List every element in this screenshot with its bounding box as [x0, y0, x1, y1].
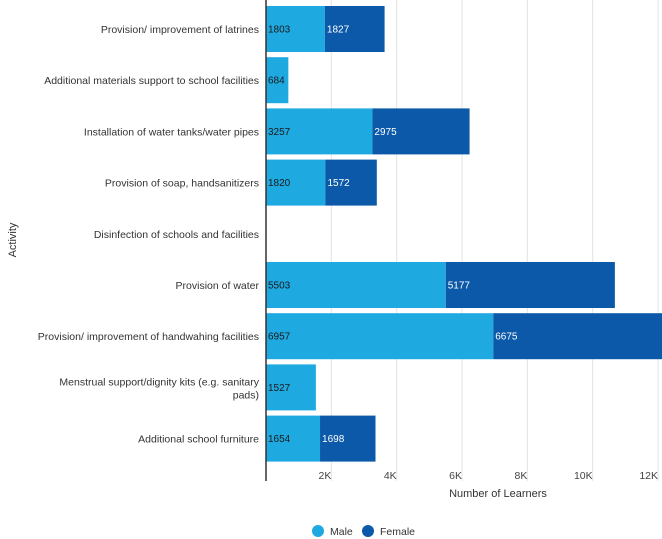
bar-value-label: 6675 — [495, 332, 518, 343]
bar-female — [493, 313, 662, 360]
bar-value-label: 5177 — [448, 281, 471, 292]
bar-male — [266, 313, 494, 360]
legend: Male Female — [312, 525, 415, 538]
bar-male — [266, 159, 326, 206]
bar-male — [266, 364, 316, 411]
x-tick-label: 12K — [639, 470, 658, 482]
x-tick-label: 6K — [449, 470, 462, 482]
category-label: Menstrual support/dignity kits (e.g. san… — [59, 376, 259, 401]
category-label: Installation of water tanks/water pipes — [84, 126, 259, 138]
bar-female — [445, 262, 615, 308]
bar-female — [320, 415, 376, 462]
bar-value-labels: 1803 1827 684 3257 2975 1820 1572 5503 5177 6957 6… — [268, 25, 518, 446]
category-labels: Provision/ improvement of latrines Additi… — [38, 24, 260, 446]
legend-swatch-male — [312, 525, 324, 537]
category-label: Additional school furniture — [138, 434, 259, 446]
bar-value-label: 1827 — [327, 25, 350, 36]
bar-value-label: 2975 — [374, 127, 397, 138]
bar-female — [324, 6, 385, 52]
bars — [266, 6, 662, 462]
x-tick-labels: 2K 4K 6K 8K 10K 12K — [318, 470, 658, 482]
bar-male — [266, 6, 325, 52]
bar-female — [372, 108, 470, 155]
bar-value-label: 1820 — [268, 178, 291, 189]
grid-lines — [330, 0, 659, 481]
bar-value-label: 6957 — [268, 332, 291, 343]
bar-value-label: 1698 — [322, 434, 345, 445]
category-label: Disinfection of schools and facilities — [94, 229, 259, 241]
bar-male — [266, 108, 373, 155]
bar-value-label: 1654 — [268, 434, 291, 445]
x-tick-label: 4K — [384, 470, 397, 482]
bar-male — [266, 262, 446, 308]
bar-value-label: 684 — [268, 76, 285, 87]
legend-label-female: Female — [380, 526, 415, 538]
category-label: Additional materials support to school f… — [44, 75, 259, 87]
bar-value-label: 3257 — [268, 127, 291, 138]
bar-value-label: 5503 — [268, 281, 291, 292]
legend-label-male: Male — [330, 526, 353, 538]
bar-male — [266, 415, 321, 462]
y-axis-title: Activity — [7, 222, 19, 257]
x-tick-label: 8K — [514, 470, 527, 482]
bar-value-label: 1803 — [268, 25, 291, 36]
bar-value-label: 1572 — [327, 178, 350, 189]
category-label: Provision/ improvement of handwahing fac… — [38, 331, 259, 343]
legend-swatch-female — [362, 525, 374, 537]
x-tick-label: 10K — [574, 470, 593, 482]
category-label: Provision of water — [176, 280, 260, 292]
x-tick-label: 2K — [318, 470, 331, 482]
x-axis-title: Number of Learners — [449, 488, 547, 500]
bar-male — [266, 57, 289, 104]
bar-female — [325, 159, 377, 206]
category-label: Provision of soap, handsanitizers — [105, 178, 259, 190]
bar-value-label: 1527 — [268, 383, 291, 394]
category-label: Provision/ improvement of latrines — [101, 24, 259, 36]
